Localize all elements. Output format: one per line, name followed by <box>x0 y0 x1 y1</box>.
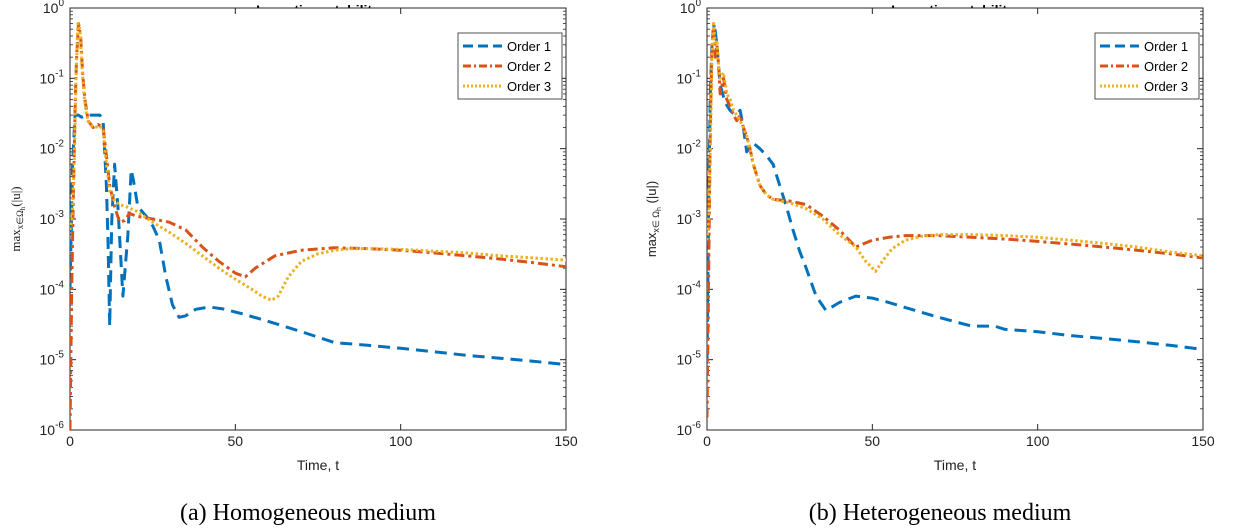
legend: Order 1 Order 2 Order 3 <box>457 32 563 100</box>
series-lines <box>707 22 1203 418</box>
legend-label-order-2: Order 2 <box>507 59 551 74</box>
y-tick-label: 10-2 <box>677 139 702 157</box>
figure-caption-b: (b) Heterogeneous medium <box>809 500 1072 526</box>
legend-label-order-3: Order 3 <box>1144 79 1188 94</box>
legend-label-order-3: Order 3 <box>507 79 551 94</box>
x-tick-label-150: 150 <box>1191 433 1215 449</box>
y-tick-label: 10-5 <box>40 350 65 368</box>
axis-ticks: 10-6 10-5 10-4 10-3 10-2 10-1 100 <box>677 0 1204 438</box>
legend-label-order-1: Order 1 <box>1144 39 1188 54</box>
y-tick-label: 10-6 <box>40 420 65 438</box>
y-tick-label: 10-6 <box>677 420 702 438</box>
x-tick-label-100: 100 <box>389 433 413 449</box>
series-lines <box>70 22 566 430</box>
series-line-order-3 <box>707 22 1203 273</box>
legend-label-order-1: Order 1 <box>507 39 551 54</box>
y-tick-label: 100 <box>43 0 65 16</box>
y-tick-label: 10-3 <box>677 209 702 227</box>
y-axis-label: maxx∈Ωh(|u|) <box>8 186 27 251</box>
x-tick-label-150: 150 <box>554 433 578 449</box>
axis-ticks: 10-6 10-5 10-4 10-3 10-2 10-1 100 <box>40 0 567 438</box>
y-tick-label: 10-1 <box>677 68 702 86</box>
x-axis-label: Time, t <box>297 457 339 473</box>
series-line-order-2 <box>707 22 1203 418</box>
x-tick-label-0: 0 <box>66 433 74 449</box>
y-tick-label: 100 <box>680 0 702 16</box>
x-tick-label-100: 100 <box>1026 433 1050 449</box>
legend-label-order-2: Order 2 <box>1144 59 1188 74</box>
series-line-order-3 <box>70 22 566 302</box>
x-axis-label: Time, t <box>934 457 976 473</box>
series-line-order-1 <box>707 22 1203 360</box>
y-tick-label: 10-1 <box>40 68 65 86</box>
y-tick-label: 10-3 <box>40 209 65 227</box>
figure-caption-a: (a) Homogeneous medium <box>180 500 436 526</box>
chart-panel-heterogeneous: Long time stability 10-610-510-410-310-2… <box>644 0 1215 526</box>
chart-panel-homogeneous: Long time stability 10-610-510-410-310-2… <box>8 0 578 526</box>
y-tick-label: 10-4 <box>40 279 65 297</box>
x-tick-label-50: 50 <box>228 433 244 449</box>
x-tick-label-0: 0 <box>703 433 711 449</box>
y-tick-label: 10-2 <box>40 139 65 157</box>
y-tick-label: 10-4 <box>677 279 702 297</box>
y-axis-label: maxx∈ Ωh (|u|) <box>644 181 663 257</box>
x-tick-label-50: 50 <box>865 433 881 449</box>
y-tick-label: 10-5 <box>677 350 702 368</box>
legend: Order 1 Order 2 Order 3 <box>1094 32 1200 100</box>
